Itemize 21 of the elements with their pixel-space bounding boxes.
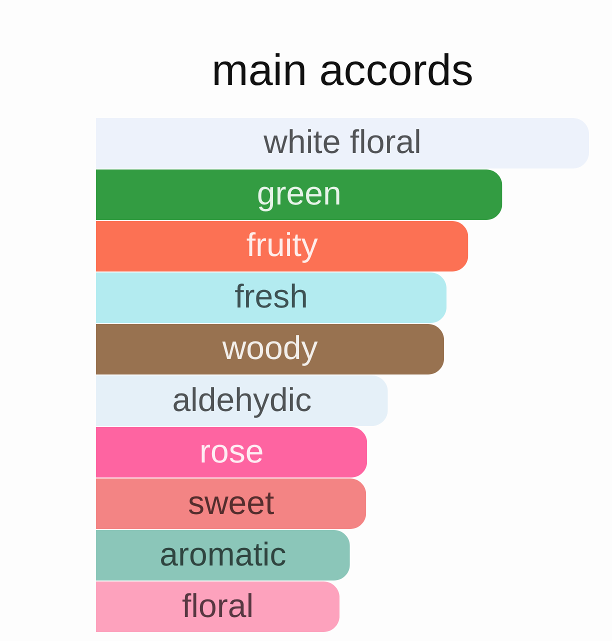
bar bbox=[96, 118, 589, 168]
bar bbox=[96, 324, 444, 374]
bar bbox=[96, 170, 502, 220]
y-tick-label: woody bbox=[221, 329, 318, 366]
y-tick-label: rose bbox=[199, 432, 264, 470]
y-tick-label: fruity bbox=[246, 226, 318, 264]
y-tick-label: aromatic bbox=[160, 535, 286, 572]
bar bbox=[96, 478, 366, 529]
bar bbox=[96, 376, 388, 426]
y-tick-label: sweet bbox=[188, 484, 274, 521]
bar bbox=[96, 427, 368, 478]
chart-title: main accords bbox=[212, 46, 474, 95]
bar bbox=[96, 272, 447, 323]
bar bbox=[96, 530, 350, 580]
y-tick-label: green bbox=[256, 174, 342, 212]
y-tick-label: floral bbox=[182, 586, 254, 624]
y-tick-label: fresh bbox=[234, 278, 308, 315]
y-tick-label: aldehydic bbox=[172, 380, 312, 418]
bar bbox=[96, 221, 468, 272]
bar bbox=[96, 582, 340, 632]
y-tick-label: white floral bbox=[262, 123, 422, 160]
